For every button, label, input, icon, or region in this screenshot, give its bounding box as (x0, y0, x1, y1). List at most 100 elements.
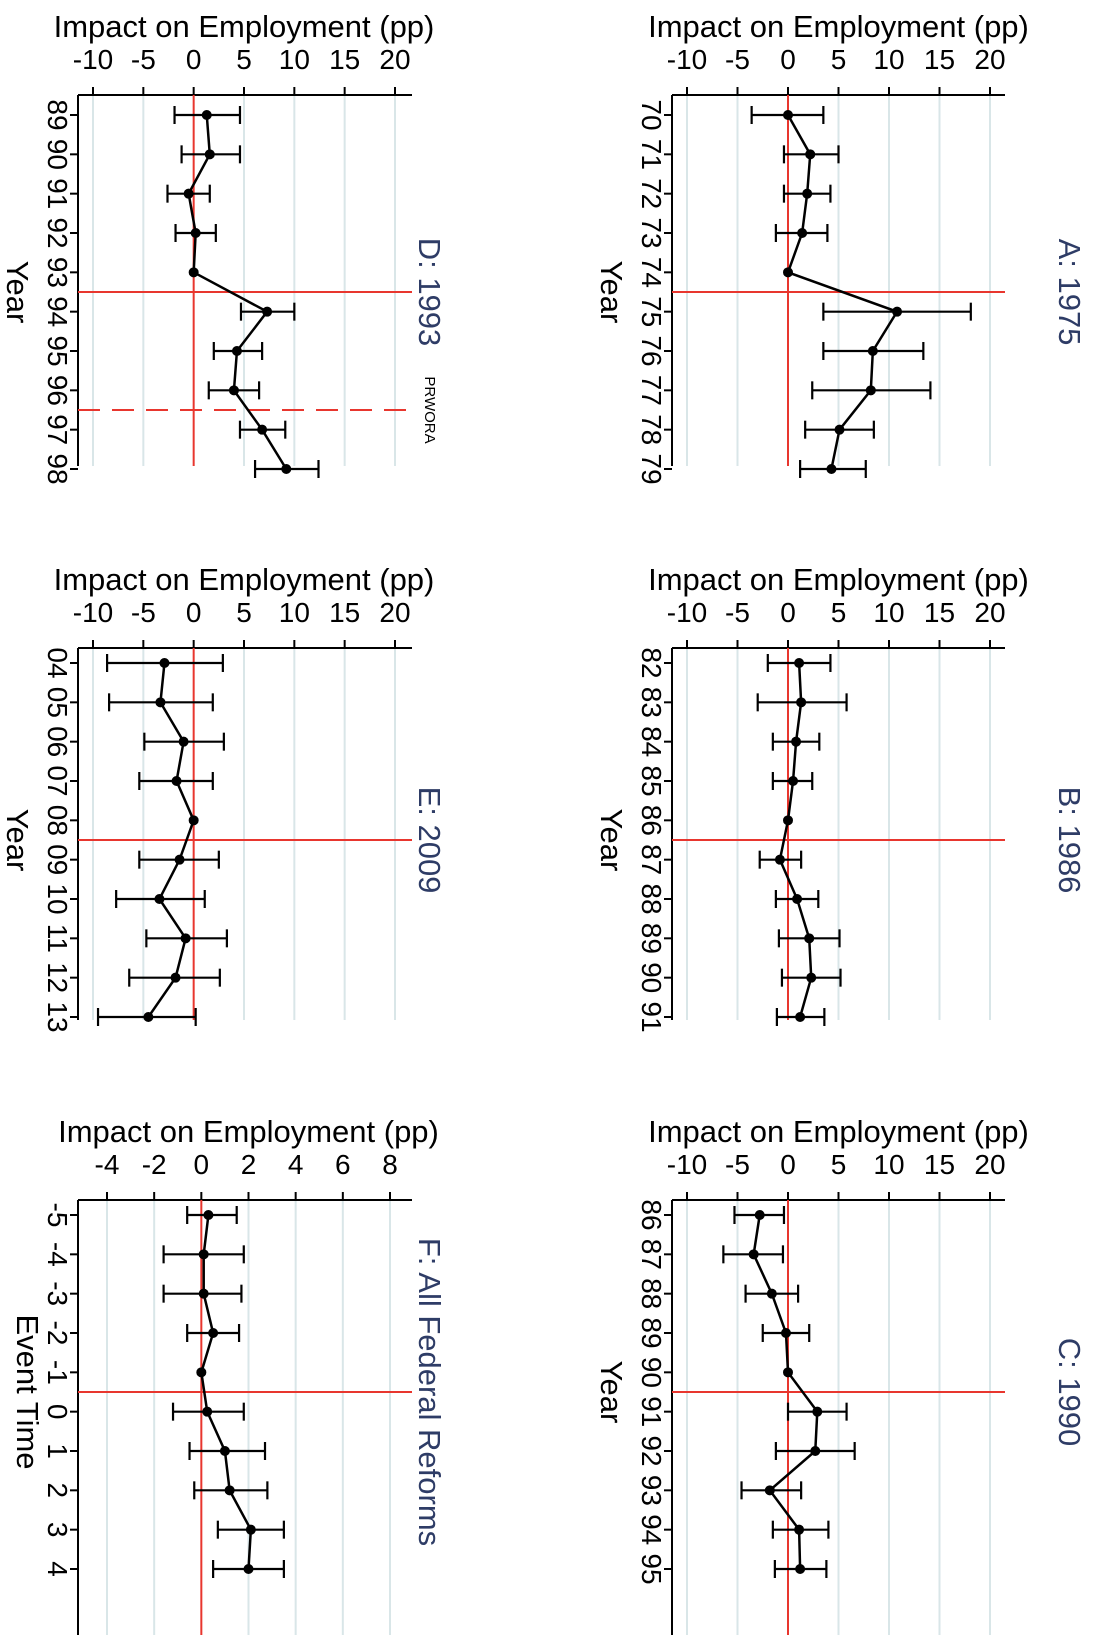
y-tick-label: 08 (42, 805, 73, 836)
x-tick-label: 8 (382, 1149, 398, 1180)
y-tick-label: 86 (636, 805, 667, 836)
data-point (794, 1524, 805, 1535)
x-tick-label: 20 (974, 44, 1005, 75)
data-point (180, 933, 191, 944)
x-tick-label: 20 (974, 1149, 1005, 1180)
data-point (281, 464, 292, 474)
y-tick-label: 75 (636, 296, 667, 327)
y-tick-label: 85 (636, 765, 667, 796)
data-point (805, 149, 816, 160)
data-point (748, 1249, 759, 1260)
y-tick-label: 93 (636, 1475, 667, 1506)
y-tick-label: 13 (42, 1001, 73, 1032)
data-point (178, 736, 189, 747)
data-point (188, 267, 199, 278)
data-point (262, 306, 273, 317)
data-point (188, 815, 199, 826)
y-tick-label: 82 (636, 647, 667, 678)
x-tick-label: 20 (974, 597, 1005, 628)
x-axis-title: Impact on Employment (pp) (54, 562, 435, 597)
y-tick-label: 92 (636, 1435, 667, 1466)
panel-title: E: 2009 (412, 787, 447, 894)
series-line (147, 662, 196, 1018)
x-tick-label: 5 (831, 1149, 847, 1180)
panel-title: B: 1986 (1052, 787, 1087, 894)
y-axis-title: Year (594, 809, 629, 872)
data-point (143, 1012, 154, 1022)
y-tick-label: 73 (636, 217, 667, 248)
y-axis-title: Year (594, 1361, 629, 1424)
prwora-label: PRWORA (421, 376, 438, 443)
y-tick-label: 3 (42, 1522, 73, 1538)
data-point (796, 697, 807, 708)
x-tick-label: -10 (73, 597, 113, 628)
y-tick-label: 95 (42, 335, 73, 366)
data-point (196, 1367, 207, 1378)
y-tick-label: -1 (42, 1360, 73, 1385)
data-point (243, 1564, 254, 1574)
x-tick-label: 5 (831, 44, 847, 75)
data-point (810, 1446, 821, 1456)
y-tick-label: 89 (636, 923, 667, 954)
y-tick-label: 96 (42, 375, 73, 406)
data-point (155, 697, 166, 708)
x-tick-label: 2 (241, 1149, 257, 1180)
x-tick-label: 20 (379, 597, 410, 628)
y-tick-label: 10 (42, 883, 73, 914)
y-tick-label: 91 (636, 1001, 667, 1032)
data-point (183, 188, 194, 199)
y-tick-label: 1 (42, 1443, 73, 1459)
y-tick-label: 70 (636, 99, 667, 130)
data-point (792, 894, 803, 904)
y-tick-label: 89 (636, 1317, 667, 1348)
y-tick-label: 09 (42, 844, 73, 875)
y-tick-label: 95 (636, 1553, 667, 1584)
y-axis-title: Year (0, 809, 35, 872)
y-tick-label: 88 (636, 1278, 667, 1309)
data-point (198, 1249, 209, 1260)
data-point (154, 894, 165, 904)
data-point (754, 1210, 765, 1220)
y-tick-label: 78 (636, 414, 667, 445)
y-tick-label: 90 (636, 1357, 667, 1388)
x-axis-title: Impact on Employment (pp) (58, 1114, 439, 1149)
x-axis-title: Impact on Employment (pp) (648, 9, 1029, 44)
y-tick-label: 94 (636, 1514, 667, 1545)
y-tick-label: 2 (42, 1483, 73, 1499)
x-tick-label: -5 (131, 44, 156, 75)
x-tick-label: 5 (236, 44, 252, 75)
y-tick-label: 77 (636, 375, 667, 406)
data-point (203, 1210, 214, 1220)
data-point (812, 1406, 823, 1417)
data-point (208, 1328, 219, 1338)
data-point (867, 346, 878, 356)
y-tick-label: 91 (636, 1396, 667, 1427)
y-tick-label: 90 (636, 962, 667, 993)
data-point (257, 424, 268, 435)
x-tick-label: 15 (924, 44, 955, 75)
x-tick-label: -2 (142, 1149, 167, 1180)
y-tick-label: 84 (636, 726, 667, 757)
data-point (795, 1564, 806, 1574)
x-tick-label: -5 (725, 597, 750, 628)
data-point (774, 854, 785, 865)
data-point (804, 933, 815, 944)
x-tick-label: 0 (780, 44, 796, 75)
x-axis-title: Impact on Employment (pp) (648, 562, 1029, 597)
y-tick-label: 76 (636, 335, 667, 366)
data-point (245, 1524, 256, 1535)
data-point (198, 1288, 209, 1299)
x-tick-label: 10 (873, 1149, 904, 1180)
data-point (780, 1328, 791, 1338)
y-tick-label: 86 (636, 1199, 667, 1230)
panel-title: F: All Federal Reforms (412, 1238, 447, 1546)
x-tick-label: 10 (279, 44, 310, 75)
data-point (802, 188, 813, 199)
data-point (795, 1012, 806, 1022)
y-tick-label: 93 (42, 257, 73, 288)
y-axis-title: Year (594, 261, 629, 324)
data-point (159, 658, 170, 668)
data-point (791, 736, 802, 747)
